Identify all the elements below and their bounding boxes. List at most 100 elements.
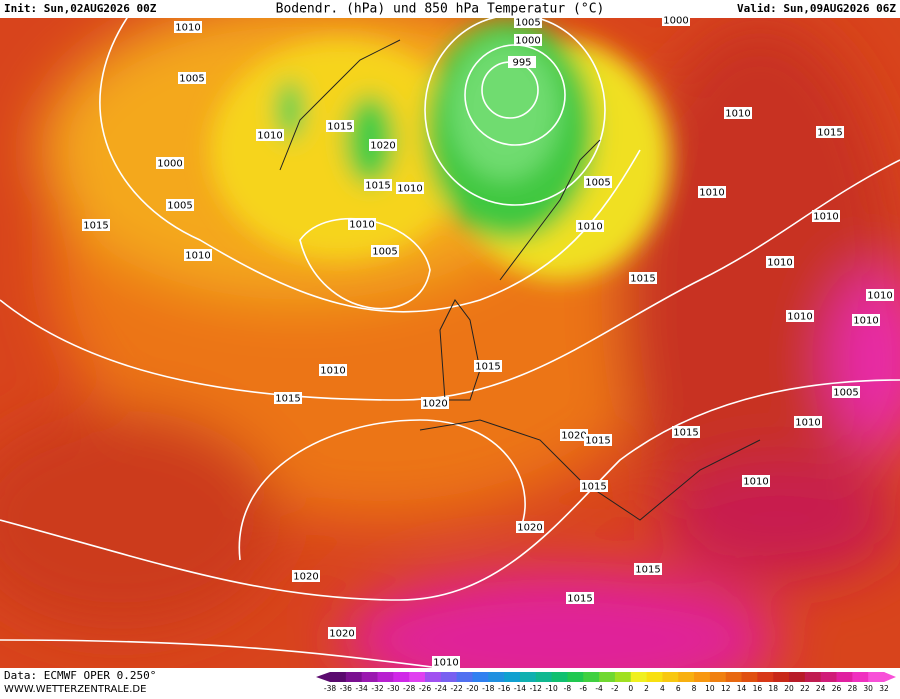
- colorbar-label: 18: [768, 684, 778, 693]
- isobar-label-box: [364, 179, 392, 191]
- isobar-label: 1010: [767, 258, 792, 269]
- colorbar-label: -28: [403, 684, 415, 693]
- colorbar-label: 24: [816, 684, 826, 693]
- init-label: Init: Sun,02AUG2026 00Z: [4, 2, 157, 15]
- colorbar-label: -4: [595, 684, 603, 693]
- colorbar-label: 0: [628, 684, 633, 693]
- isobar-label: 1020: [517, 523, 542, 534]
- colorbar-segment: [535, 672, 553, 682]
- colorbar-segment: [377, 672, 394, 682]
- colorbar-label: -34: [356, 684, 368, 693]
- colorbar-segment: [630, 672, 648, 682]
- isobar-label-box: [514, 34, 542, 46]
- isobar-label: 1000: [515, 36, 540, 47]
- isobar-label-box: [812, 210, 840, 222]
- colorbar-end: [316, 672, 330, 682]
- colorbar-label: 2: [644, 684, 649, 693]
- isobar-label-box: [576, 220, 604, 232]
- isobar-label: 1010: [853, 316, 878, 327]
- colorbar-label: -6: [580, 684, 588, 693]
- isobar-label-box: [396, 182, 424, 194]
- colorbar-label: -22: [451, 684, 463, 693]
- isobar-label-box: [629, 272, 657, 284]
- colorbar-segment: [424, 672, 442, 682]
- colorbar-segment: [662, 672, 679, 682]
- colorbar-segment: [409, 672, 426, 682]
- colorbar-label: -26: [419, 684, 431, 693]
- isobar-label: 1015: [581, 482, 606, 493]
- colorbar-label: -12: [530, 684, 542, 693]
- isobar-label-box: [326, 120, 354, 132]
- isobar-label-box: [580, 480, 608, 492]
- colorbar-label: 30: [863, 684, 873, 693]
- colorbar-label: 26: [832, 684, 842, 693]
- isobar-label: 1000: [663, 16, 688, 27]
- colorbar-label: -8: [564, 684, 572, 693]
- isobar-label-box: [156, 157, 184, 169]
- isobar-label-box: [82, 219, 110, 231]
- isobar-label-box: [178, 72, 206, 84]
- isobar-label: 1005: [515, 18, 540, 29]
- isobar-label: 1010: [577, 222, 602, 233]
- colorbar-label: 22: [800, 684, 810, 693]
- map-title: Bodendr. (hPa) und 850 hPa Temperatur (°…: [276, 2, 605, 17]
- isobar-label: 1010: [320, 366, 345, 377]
- colorbar-label: -20: [466, 684, 478, 693]
- isobar-label-box: [560, 429, 588, 441]
- colorbar-label: -16: [498, 684, 510, 693]
- colorbar-segment: [868, 672, 885, 682]
- colorbar-label: 20: [784, 684, 794, 693]
- isobar-label: 1010: [397, 184, 422, 195]
- isobar-label-box: [319, 364, 347, 376]
- isobar-label-box: [662, 14, 690, 26]
- colorbar-segment: [330, 672, 347, 682]
- colorbar-segment: [361, 672, 378, 682]
- colorbar-label: 28: [848, 684, 858, 693]
- colorbar-segment: [757, 672, 774, 682]
- colorbar-label: 32: [879, 684, 889, 693]
- colorbar-label: -2: [611, 684, 619, 693]
- isobar-label: 1010: [867, 291, 892, 302]
- isobar-label: 1010: [813, 212, 838, 223]
- isobar-label: 1010: [699, 188, 724, 199]
- isobar-label-box: [672, 426, 700, 438]
- colorbar-segment: [741, 672, 758, 682]
- isobar-label: 1010: [743, 477, 768, 488]
- isobar-label-box: [421, 397, 449, 409]
- colorbar-label: -32: [371, 684, 383, 693]
- colorbar-segment: [614, 672, 632, 682]
- isobar-label: 1010: [175, 23, 200, 34]
- isobar-label: 1010: [433, 658, 458, 669]
- isobar-label: 1005: [585, 178, 610, 189]
- colorbar-label: 14: [737, 684, 747, 693]
- colorbar-segment: [551, 672, 568, 682]
- isobar-label: 1010: [349, 220, 374, 231]
- colorbar-label: 6: [676, 684, 681, 693]
- colorbar-segment: [488, 672, 505, 682]
- colorbar-segment: [725, 672, 743, 682]
- isobar-label-box: [292, 570, 320, 582]
- colorbar-label: 4: [660, 684, 665, 693]
- isobar-label-box: [852, 314, 880, 326]
- colorbar-segment: [789, 672, 806, 682]
- colorbar-segment: [836, 672, 853, 682]
- isobar-label-box: [514, 16, 542, 28]
- isobar-label-box: [516, 521, 544, 533]
- isobar-label: 1005: [833, 388, 858, 399]
- isobar-label-box: [584, 434, 612, 446]
- isobar-label: 1015: [673, 428, 698, 439]
- isobar-label: 1020: [293, 572, 318, 583]
- colorbar-segment: [519, 672, 537, 682]
- isobar-label-box: [794, 416, 822, 428]
- isobar-label-box: [816, 126, 844, 138]
- isobar-label-box: [742, 475, 770, 487]
- isobar-label: 1015: [635, 565, 660, 576]
- isobar-label-box: [584, 176, 612, 188]
- isobar-label-box: [328, 627, 356, 639]
- isobar-label-box: [256, 129, 284, 141]
- isobar-label: 1020: [329, 629, 354, 640]
- isobar-label: 1010: [725, 109, 750, 120]
- isobar-label: 1005: [179, 74, 204, 85]
- isobar-label-box: [786, 310, 814, 322]
